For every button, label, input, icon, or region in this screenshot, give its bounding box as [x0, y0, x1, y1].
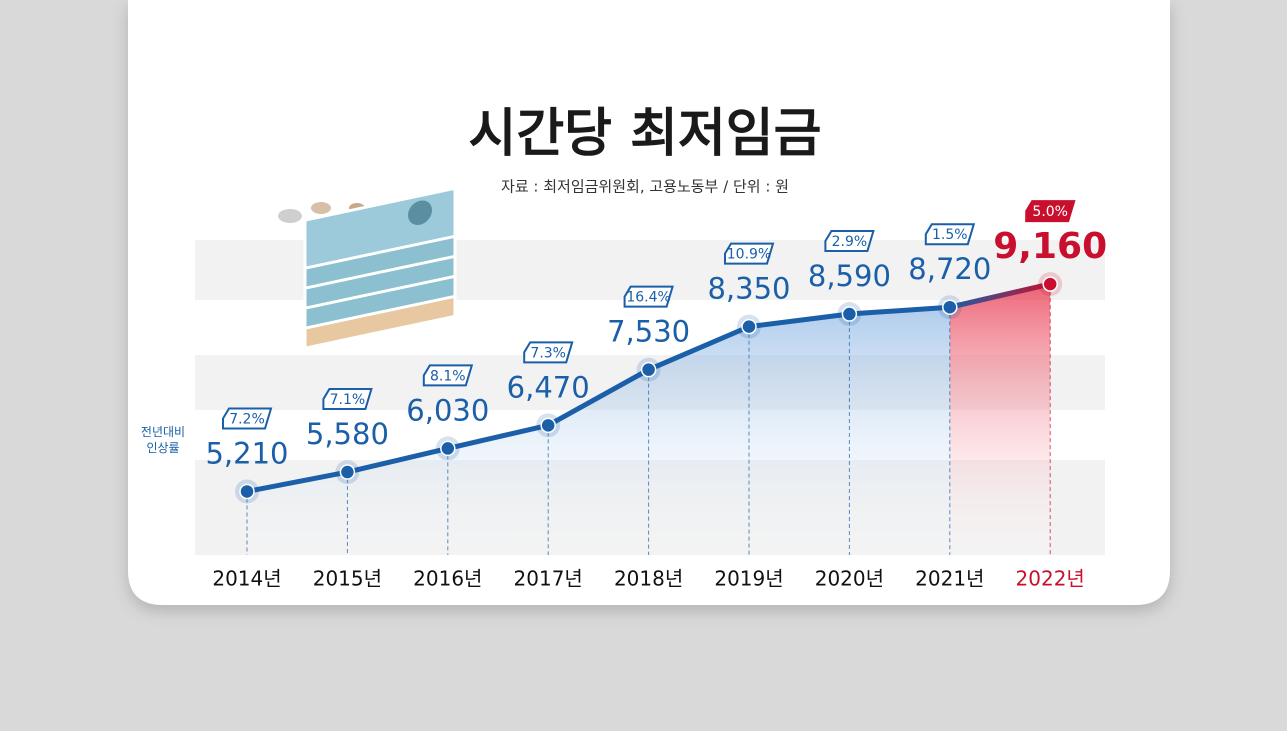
point [841, 306, 858, 322]
rate-badge [824, 230, 875, 253]
rate-badge [1025, 200, 1076, 223]
value-label: 5,210 [205, 436, 288, 470]
money-illustration [278, 186, 457, 350]
rate-label: 1.5% [932, 227, 968, 243]
value-label: 8,720 [908, 252, 991, 286]
line-highlight [947, 281, 1053, 310]
rate-legend: 전년대비 인상률 [140, 425, 186, 455]
rate-badge [924, 223, 976, 246]
rate-label: 7.2% [229, 411, 265, 427]
area-highlight [949, 284, 1051, 555]
point [239, 483, 255, 500]
x-tick-label: 2019년 [714, 567, 783, 591]
x-tick-label: 2014년 [212, 567, 281, 591]
point [640, 361, 657, 378]
value-label: 9,160 [993, 226, 1107, 267]
x-tick-label: 2018년 [614, 567, 683, 591]
point [440, 440, 456, 457]
area [247, 307, 950, 555]
x-tick-label: 2017년 [514, 567, 583, 591]
x-tick-label: 2022년 [1016, 567, 1085, 591]
chart-title: 시간당 최저임금 [469, 104, 822, 164]
rate-label: 5.0% [1032, 204, 1068, 220]
point [942, 299, 958, 315]
rate-label: 7.3% [530, 345, 566, 361]
x-tick-label: 2020년 [815, 567, 884, 591]
rate-badge [523, 341, 574, 364]
rate-badge [222, 407, 273, 430]
point [1042, 276, 1058, 292]
value-label: 8,350 [707, 272, 790, 306]
chart-subtitle: 자료 : 최저임금위원회, 고용노동부 / 단위 : 원 [501, 178, 789, 196]
point [540, 417, 556, 434]
point [339, 464, 356, 480]
value-label: 6,470 [507, 370, 590, 404]
rate-badge [724, 242, 775, 265]
value-label: 8,590 [808, 259, 891, 293]
x-tick-label: 2021년 [915, 567, 984, 591]
value-label: 7,530 [607, 315, 690, 349]
value-label: 6,030 [406, 393, 489, 427]
x-tick-label: 2015년 [313, 567, 382, 591]
rate-label: 7.1% [330, 392, 366, 408]
rate-badge [322, 388, 373, 411]
rate-badge [422, 364, 474, 387]
rate-label: 16.4% [626, 290, 670, 306]
point [741, 318, 757, 335]
rate-label: 8.1% [430, 368, 466, 384]
value-label: 5,580 [306, 417, 389, 451]
rate-label: 2.9% [832, 234, 868, 250]
rate-label: 10.9% [727, 247, 771, 263]
x-tick-label: 2016년 [413, 567, 482, 591]
rate-badge [623, 285, 674, 308]
